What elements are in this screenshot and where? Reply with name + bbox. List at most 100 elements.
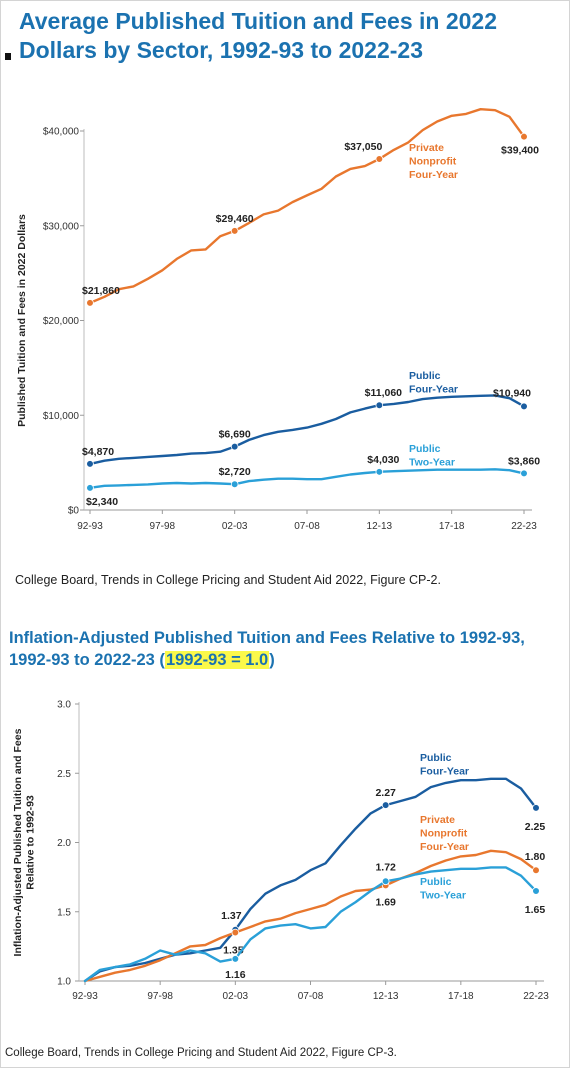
x-tick-label: 92-93 — [72, 991, 98, 1002]
data-point-public-two-year — [230, 480, 239, 489]
data-point-public-two-year — [381, 877, 390, 886]
legend-label-line: Public — [409, 370, 441, 382]
chart1-source: College Board, Trends in College Pricing… — [15, 573, 441, 587]
legend-label-line: Four-Year — [420, 841, 469, 853]
data-point-public-two-year — [86, 484, 94, 492]
y-tick-label: $20,000 — [43, 316, 80, 327]
data-point-private-nonprofit-four-year — [231, 928, 240, 937]
x-tick-label: 07-08 — [298, 991, 324, 1002]
legend-label-line: Private — [409, 142, 444, 154]
data-label-private-nonprofit-four-year: 1.80 — [525, 851, 546, 863]
legend-label: Public Four-Year — [409, 370, 458, 396]
y-axis-title: Inflation-Adjusted Published Tuition and… — [12, 728, 37, 956]
y-axis-title-line: Relative to 1992-93 — [24, 795, 36, 890]
x-tick-label: 02-03 — [223, 991, 249, 1002]
chart2-title-highlight: 1992-93 = 1.0 — [164, 651, 270, 669]
series-line-public-four-year — [83, 777, 538, 983]
data-point-public-two-year — [532, 887, 540, 895]
legend-label: Public Two-Year — [409, 443, 455, 469]
data-label-private-nonprofit-four-year: $37,050 — [344, 141, 382, 153]
data-label-public-two-year: $3,860 — [508, 455, 540, 467]
legend-label-line: Public — [420, 752, 452, 764]
y-tick-label: 3.0 — [57, 700, 71, 711]
chart2-title-text: Inflation-Adjusted Published Tuition and… — [9, 629, 525, 669]
chart1-tuition-dollars: $0 $10,000 $20,000 $30,000 $40,000 92-93 97-98… — [16, 108, 540, 532]
y-tick-label: $0 — [68, 506, 80, 517]
y-tick-label: $10,000 — [43, 411, 80, 422]
x-tick-label: 97-98 — [147, 991, 173, 1002]
data-point-public-four-year — [520, 402, 528, 411]
chart2-title-close: ) — [269, 651, 275, 669]
y-tick-label: 1.5 — [57, 907, 71, 918]
legend-label-line: Four-Year — [409, 169, 458, 181]
legend-label-line: Public — [409, 443, 441, 455]
y-tick-label: 2.0 — [57, 838, 71, 849]
data-label-private-nonprofit-four-year: $39,400 — [501, 145, 539, 157]
data-label-public-two-year: 1.65 — [525, 904, 546, 916]
chart2-source: College Board, Trends in College Pricing… — [5, 1047, 397, 1059]
data-point-public-four-year — [381, 801, 390, 809]
legend-label: Private Nonprofit Four-Year — [420, 814, 469, 853]
chart1-title: Average Published Tuition and Fees in 20… — [19, 8, 498, 63]
chart2-tuition-relative: 1.0 1.5 2.0 2.5 3.0 92-93 97-98 02-03 07-08 12-13… — [12, 700, 549, 1003]
legend-label-line: Four-Year — [409, 384, 458, 396]
data-label-public-two-year: $2,720 — [219, 466, 251, 478]
data-label-public-two-year: 1.16 — [225, 969, 246, 981]
legend-label-line: Public — [420, 876, 452, 888]
data-label-public-four-year: 2.27 — [375, 787, 396, 799]
data-label-private-nonprofit-four-year: $29,460 — [216, 213, 254, 225]
series-line-public-two-year — [83, 866, 538, 983]
y-tick-label: 1.0 — [57, 977, 71, 988]
x-tick-label: 17-18 — [448, 991, 474, 1002]
x-tick-label: 97-98 — [150, 521, 176, 532]
series-line-private-nonprofit-four-year — [88, 108, 526, 305]
data-point-public-two-year — [231, 955, 240, 963]
data-label-public-four-year: $4,870 — [82, 446, 114, 458]
data-point-private-nonprofit-four-year — [230, 227, 239, 235]
data-point-private-nonprofit-four-year — [520, 132, 528, 141]
chart2-title: Inflation-Adjusted Published Tuition and… — [9, 627, 565, 671]
data-point-public-four-year — [230, 442, 239, 451]
x-tick-label: 22-23 — [511, 521, 537, 532]
legend-label-line: Private — [420, 814, 455, 826]
x-tick-label: 22-23 — [523, 991, 549, 1002]
data-point-public-four-year — [86, 460, 94, 468]
legend-label: Public Four-Year — [420, 752, 469, 778]
y-axis-title: Published Tuition and Fees in 2022 Dolla… — [16, 214, 28, 427]
x-tick-label: 02-03 — [222, 521, 248, 532]
legend-label: Private Nonprofit Four-Year — [409, 142, 458, 181]
legend-label-line: Nonprofit — [420, 828, 468, 840]
x-tick-label: 17-18 — [439, 521, 465, 532]
data-label-public-two-year: $2,340 — [86, 496, 118, 508]
data-point-private-nonprofit-four-year — [86, 299, 94, 307]
data-point-public-two-year — [520, 469, 528, 478]
data-label-public-two-year: $4,030 — [367, 454, 399, 466]
legend-label-line: Two-Year — [420, 890, 466, 902]
bullet-marker — [5, 53, 11, 60]
data-point-public-two-year — [375, 468, 384, 476]
y-tick-label: $40,000 — [43, 127, 80, 138]
data-label-public-four-year: $11,060 — [365, 387, 403, 399]
x-tick-label: 92-93 — [77, 521, 103, 532]
legend-label-line: Four-Year — [420, 766, 469, 778]
data-point-private-nonprofit-four-year — [532, 866, 540, 875]
y-axis-title-line: Inflation-Adjusted Published Tuition and… — [12, 728, 24, 956]
legend-label-line: Nonprofit — [409, 156, 457, 168]
y-tick-label: 2.5 — [57, 769, 71, 780]
x-tick-label: 12-13 — [367, 521, 393, 532]
data-label-public-four-year: $6,690 — [219, 429, 251, 441]
data-point-private-nonprofit-four-year — [375, 155, 384, 163]
data-point-public-four-year — [532, 804, 540, 812]
data-label-public-two-year: 1.72 — [375, 861, 396, 873]
y-tick-label: $30,000 — [43, 221, 80, 232]
data-label-private-nonprofit-four-year: 1.69 — [375, 896, 396, 908]
series-line-private-nonprofit-four-year — [83, 849, 538, 983]
data-label-public-four-year: 2.25 — [525, 821, 546, 833]
x-tick-label: 12-13 — [373, 991, 399, 1002]
data-label-private-nonprofit-four-year: $21,860 — [82, 285, 120, 297]
legend-label-line: Two-Year — [409, 457, 455, 469]
data-label-public-four-year: $10,940 — [493, 387, 531, 399]
data-label-public-four-year: 1.37 — [221, 910, 242, 922]
series-line-public-four-year — [88, 394, 526, 466]
